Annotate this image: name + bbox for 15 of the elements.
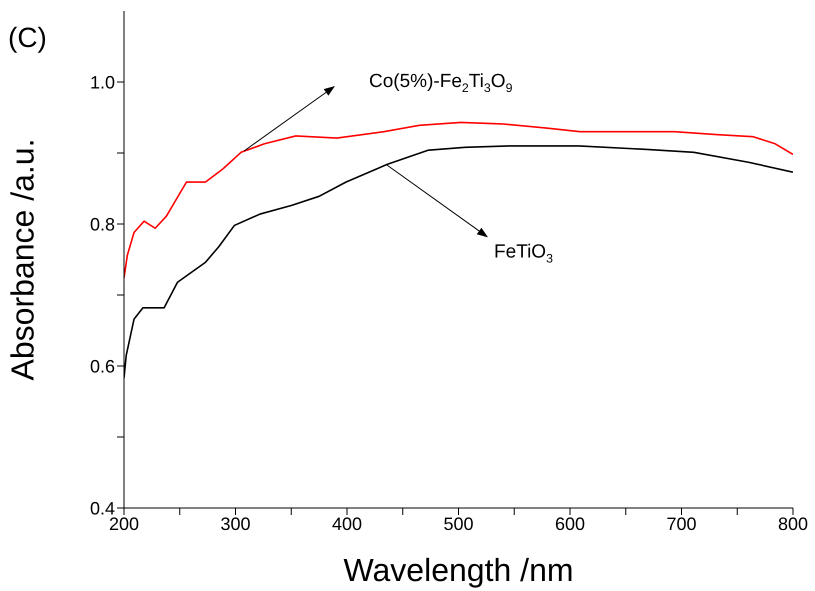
annotation: FeTiO$_{3}$ [494, 241, 554, 266]
text: (C) [8, 22, 47, 54]
x-tick-label: 600 [554, 514, 586, 534]
x-axis-title: Wavelength /nm [343, 552, 574, 588]
x-tick-label: 300 [220, 514, 251, 534]
annotation: Co(5%)-Fe$_{2}$Ti$_{3}$O$_{9}$ [369, 71, 513, 96]
x-tick-label: 800 [778, 514, 808, 534]
x-tick-label: 500 [443, 514, 474, 534]
x-tick-label: 400 [332, 514, 362, 534]
y-axis-title: Absorbance /a.u. [4, 138, 40, 380]
x-tick-label: 700 [666, 514, 697, 534]
y-tick-label: 0.6 [90, 356, 115, 376]
line-series [124, 122, 793, 279]
y-tick-label: 0.8 [90, 214, 115, 234]
y-tick-label: 1.0 [90, 72, 115, 92]
